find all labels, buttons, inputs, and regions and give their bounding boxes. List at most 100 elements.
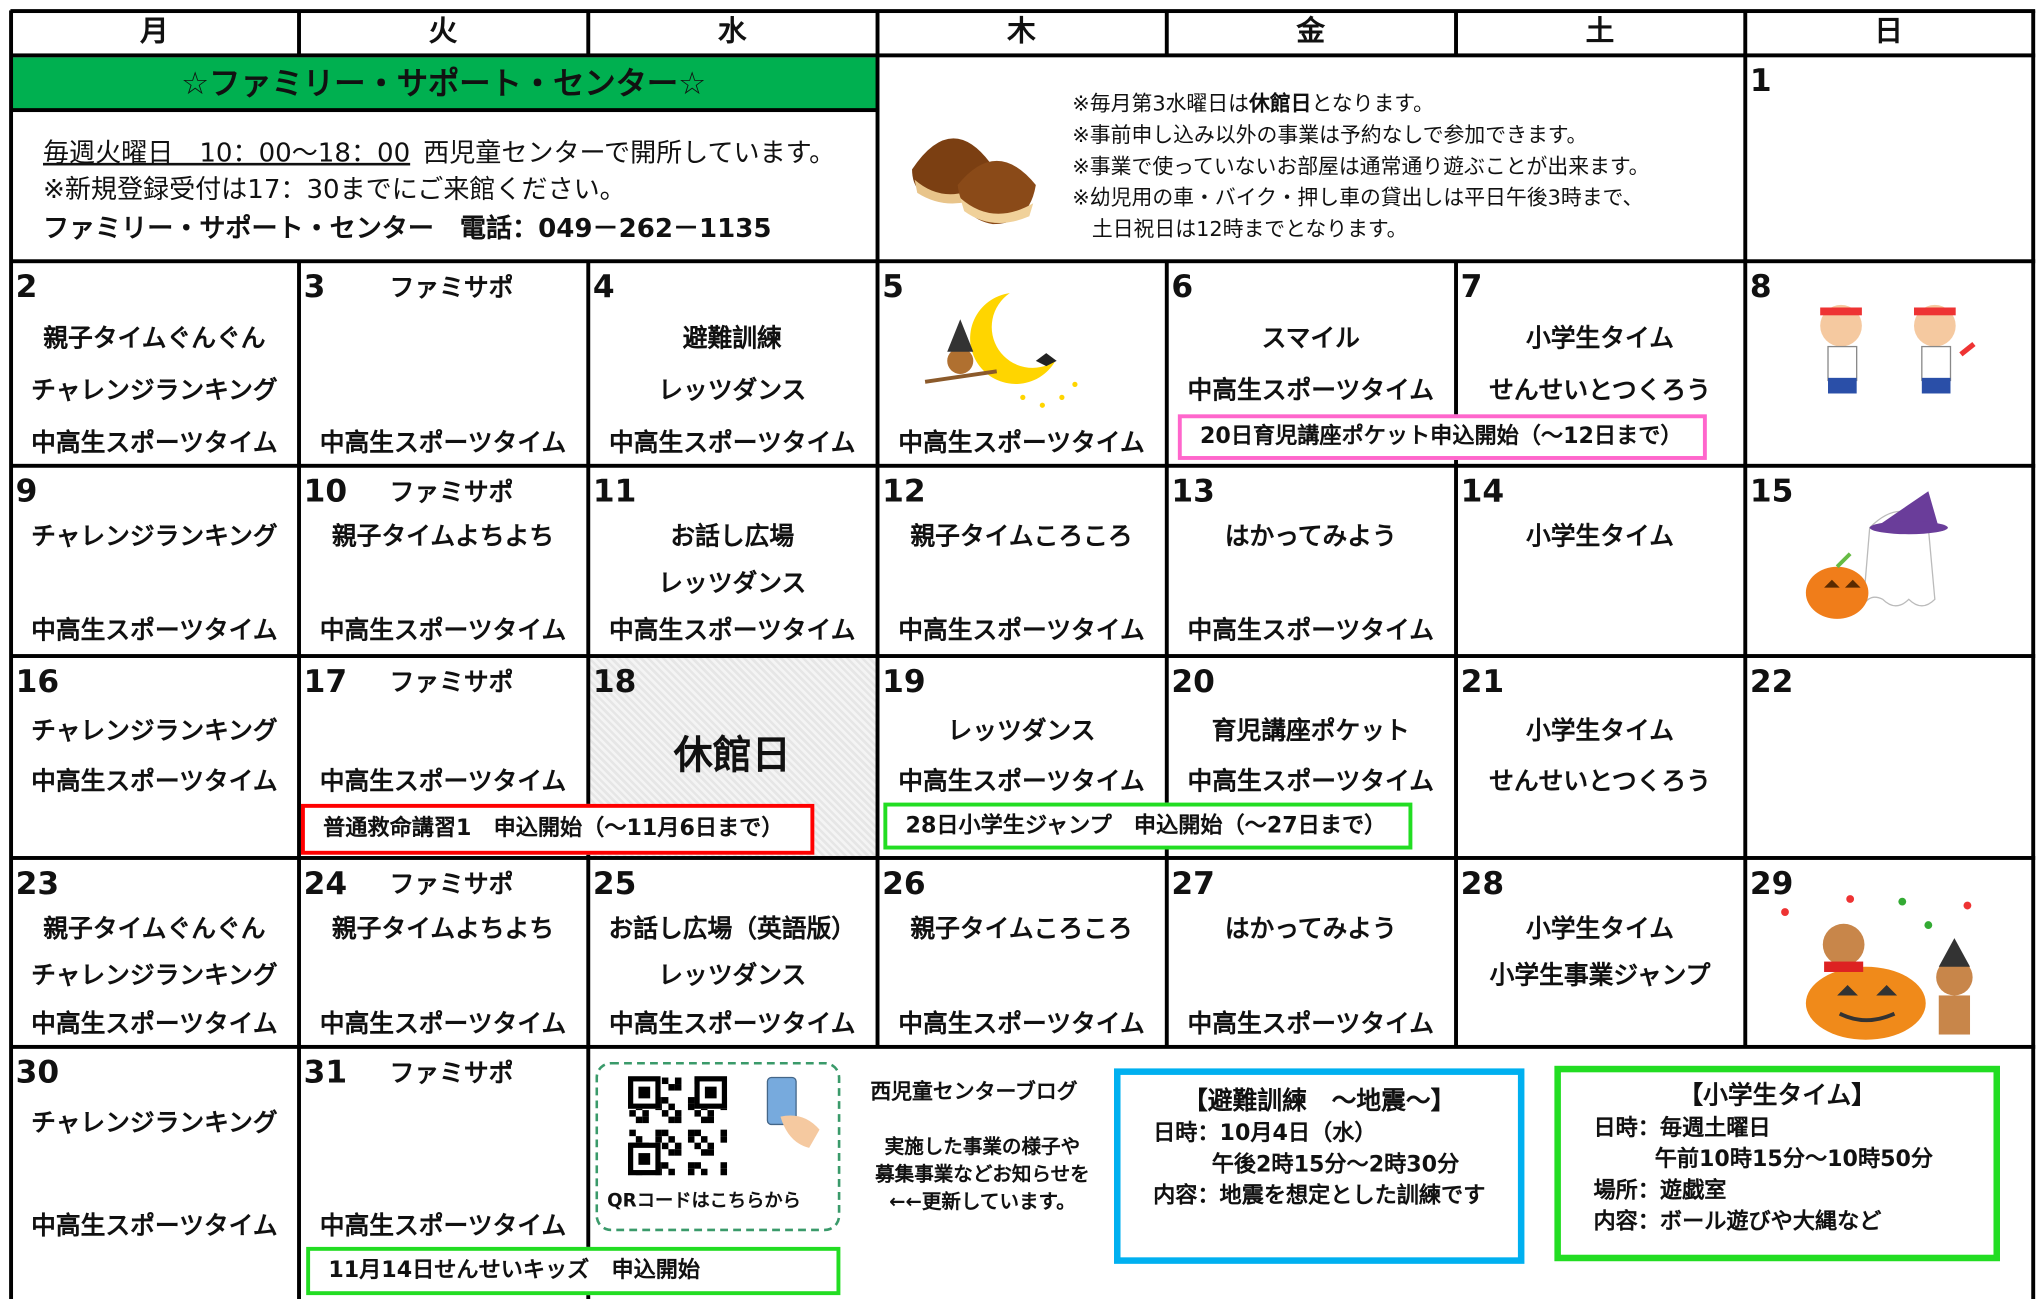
event: 中高生スポーツタイム [898, 1009, 1145, 1039]
chestnuts [912, 138, 1036, 225]
event: 中高生スポーツタイム [319, 1009, 567, 1039]
grid-line [10, 856, 2036, 860]
event-info-line: 内容：地震を想定とした訓練です [1153, 1183, 1486, 1210]
famisapo-tag: ファミサポ [389, 668, 514, 698]
notice-line: 土日祝日は12時までとなります。 [1091, 216, 1408, 242]
event: 中高生スポーツタイム [31, 616, 278, 645]
date-number: 8 [1749, 268, 1772, 305]
date-number: 24 [303, 865, 348, 902]
date-number: 28 [1460, 865, 1505, 902]
event: 親子タイムころころ [910, 522, 1133, 552]
notice-text: 休館日 [1248, 91, 1312, 116]
grid-line [586, 10, 591, 55]
date-number: 4 [592, 268, 615, 305]
grid-line [1743, 260, 1748, 1047]
application-banner: 11月14日せんせいキッズ 申込開始 [306, 1246, 841, 1296]
witch-moon-illustration [919, 280, 1101, 423]
grid-line [1454, 10, 1458, 55]
moon [924, 293, 1078, 408]
kids-illustration [1792, 297, 1987, 427]
pumpkin-bears-illustration [1772, 886, 2033, 1042]
date-number: 13 [1171, 472, 1215, 510]
grid-line [1743, 10, 1748, 55]
notice-line: ※事前申し込み以外の事業は予約なしで参加できます。 [1072, 122, 1588, 148]
closed-label: 休館日 [673, 733, 791, 780]
blog-line: 募集事業などお知らせを [875, 1162, 1090, 1186]
event: レッツダンス [658, 961, 807, 991]
kids [1820, 304, 1976, 394]
date-number: 6 [1171, 268, 1194, 305]
weekday-header: 土 [1585, 15, 1615, 49]
famisapo-tag: ファミサポ [389, 273, 514, 303]
event: チャレンジランキング [31, 522, 278, 552]
event: 中高生スポーツタイム [608, 616, 856, 645]
qr-box [595, 1061, 841, 1232]
date-number: 7 [1460, 268, 1483, 305]
date-number: 1 [1749, 62, 1772, 100]
date-number: 17 [303, 663, 348, 700]
date-number: 21 [1460, 663, 1505, 700]
famisapo-tag: ファミサポ [389, 870, 514, 900]
weekday-header: 水 [717, 15, 747, 49]
event-info-box [1114, 1068, 1525, 1264]
grid-line [875, 260, 880, 1047]
event: 中高生スポーツタイム [319, 1211, 567, 1241]
grid-line [2031, 10, 2036, 1299]
chestnut-illustration [899, 104, 1055, 234]
date-number: 16 [15, 663, 60, 700]
grid-line [875, 54, 880, 261]
event: お話し広場（英語版） [608, 914, 857, 944]
event-info-title: 【避難訓練 ～地震～】 [1183, 1086, 1456, 1116]
date-number: 18 [592, 663, 637, 700]
grid-line [297, 10, 301, 55]
info-hours: 毎週火曜日 10：00～18：00 [42, 136, 411, 169]
event: 中高生スポーツタイム [1187, 1009, 1435, 1039]
date-number: 12 [882, 472, 926, 510]
event: 中高生スポーツタイム [31, 1009, 278, 1039]
event: 避難訓練 [682, 324, 782, 354]
info-registration: ※新規登録受付は17：30までにご来館ください。 [42, 173, 626, 205]
event: チャレンジランキング [31, 1108, 278, 1138]
date-number: 27 [1171, 865, 1215, 902]
famisapo-tag: ファミサポ [389, 478, 514, 507]
date-number: 23 [15, 865, 60, 902]
event: 中高生スポーツタイム [898, 616, 1145, 645]
notice-text: ※毎月第3水曜日は [1072, 91, 1249, 116]
grid-line [297, 260, 301, 1047]
weekday-header: 金 [1296, 15, 1326, 49]
date-number: 14 [1460, 472, 1505, 510]
application-banner: 普通救命講習1 申込開始（～11月6日まで） [300, 803, 815, 855]
date-number: 30 [15, 1054, 60, 1091]
blog-line: ←←更新しています。 [889, 1189, 1076, 1214]
grid-line [10, 463, 2036, 468]
event: 中高生スポーツタイム [608, 428, 856, 458]
event: 中高生スポーツタイム [898, 767, 1145, 797]
event-info-line: 場所：遊戯室 [1593, 1177, 1727, 1204]
event: 親子タイムぐんぐん [43, 324, 266, 354]
ghost [1805, 491, 1948, 619]
date-number: 3 [303, 268, 326, 305]
event: 中高生スポーツタイム [319, 616, 567, 645]
event: レッツダンス [658, 376, 807, 406]
grid-line [10, 654, 2036, 658]
grid-line [1164, 260, 1169, 1047]
date-number: 5 [882, 268, 904, 305]
event: レッツダンス [658, 569, 807, 599]
grid-line [10, 1044, 2036, 1049]
date-number: 31 [303, 1054, 348, 1091]
grid-line [586, 260, 591, 1047]
date-number: 19 [882, 663, 926, 700]
info-title: ☆ファミリー・サポート・センター☆ [181, 65, 707, 102]
qr-code [628, 1076, 820, 1176]
ghost-pumpkin-illustration [1798, 489, 1967, 632]
famisapo-tag: ファミサポ [389, 1059, 514, 1088]
event-info-line: 午後2時15分～2時30分 [1211, 1151, 1460, 1178]
event: チャレンジランキング [31, 961, 278, 991]
date-number: 11 [592, 472, 637, 510]
event: 中高生スポーツタイム [898, 428, 1145, 458]
weekday-header: 日 [1874, 15, 1903, 49]
grid-line [1164, 10, 1169, 55]
event: 中高生スポーツタイム [1187, 616, 1435, 645]
event: せんせいとつくろう [1489, 767, 1711, 797]
